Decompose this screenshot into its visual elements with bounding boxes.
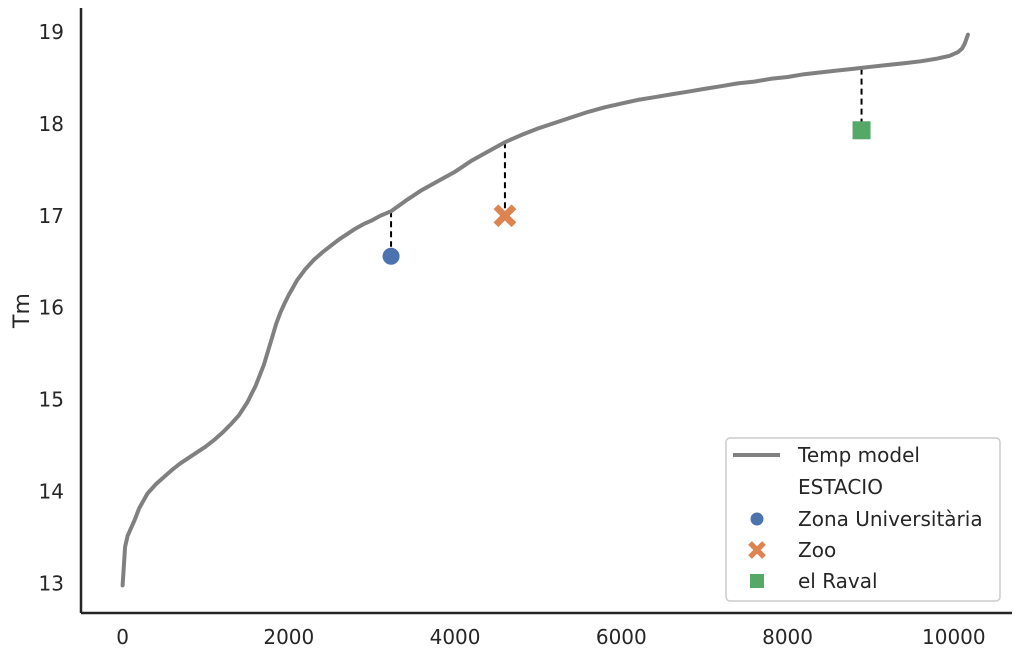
y-tick-label: 16 <box>39 296 64 320</box>
x-tick-label: 4000 <box>430 625 481 649</box>
y-tick-label: 18 <box>39 112 64 136</box>
legend-box <box>725 437 1001 602</box>
legend-marker-circle <box>749 511 765 527</box>
x-tick-label: 2000 <box>263 625 314 649</box>
axes: 0 2000 4000 6000 8000 10000 13 14 15 16 17 18 19 Tm <box>10 8 1012 649</box>
y-tick-label: 13 <box>39 572 64 596</box>
y-tick-label: 19 <box>39 20 64 44</box>
legend-marker-x <box>748 541 766 559</box>
x-tick-label: 10000 <box>922 625 986 649</box>
point-x-stroke <box>493 204 517 228</box>
point-circle <box>381 246 401 266</box>
legend-group-title: ESTACIO <box>798 475 883 499</box>
point-x <box>493 204 517 228</box>
plot-area <box>120 32 970 588</box>
legend-marker-x-stroke <box>748 541 766 559</box>
y-tick-label: 14 <box>39 480 64 504</box>
legend-label: el Raval <box>798 569 878 593</box>
legend-label: Zona Universitària <box>798 507 983 531</box>
point-square <box>852 121 871 140</box>
x-tick-label: 6000 <box>596 625 647 649</box>
x-tick-label: 0 <box>116 625 129 649</box>
y-tick-label: 17 <box>39 204 64 228</box>
x-tick-label: 8000 <box>762 625 813 649</box>
legend-label: Zoo <box>798 538 836 562</box>
y-tick-label: 15 <box>39 388 64 412</box>
legend: Temp model ESTACIO Zona Universitària Zoo… <box>725 437 1001 602</box>
legend-label: Temp model <box>797 443 920 467</box>
legend-marker-square <box>750 574 764 588</box>
series-line-temp-model <box>120 32 970 588</box>
y-axis-label: Tm <box>10 293 35 329</box>
